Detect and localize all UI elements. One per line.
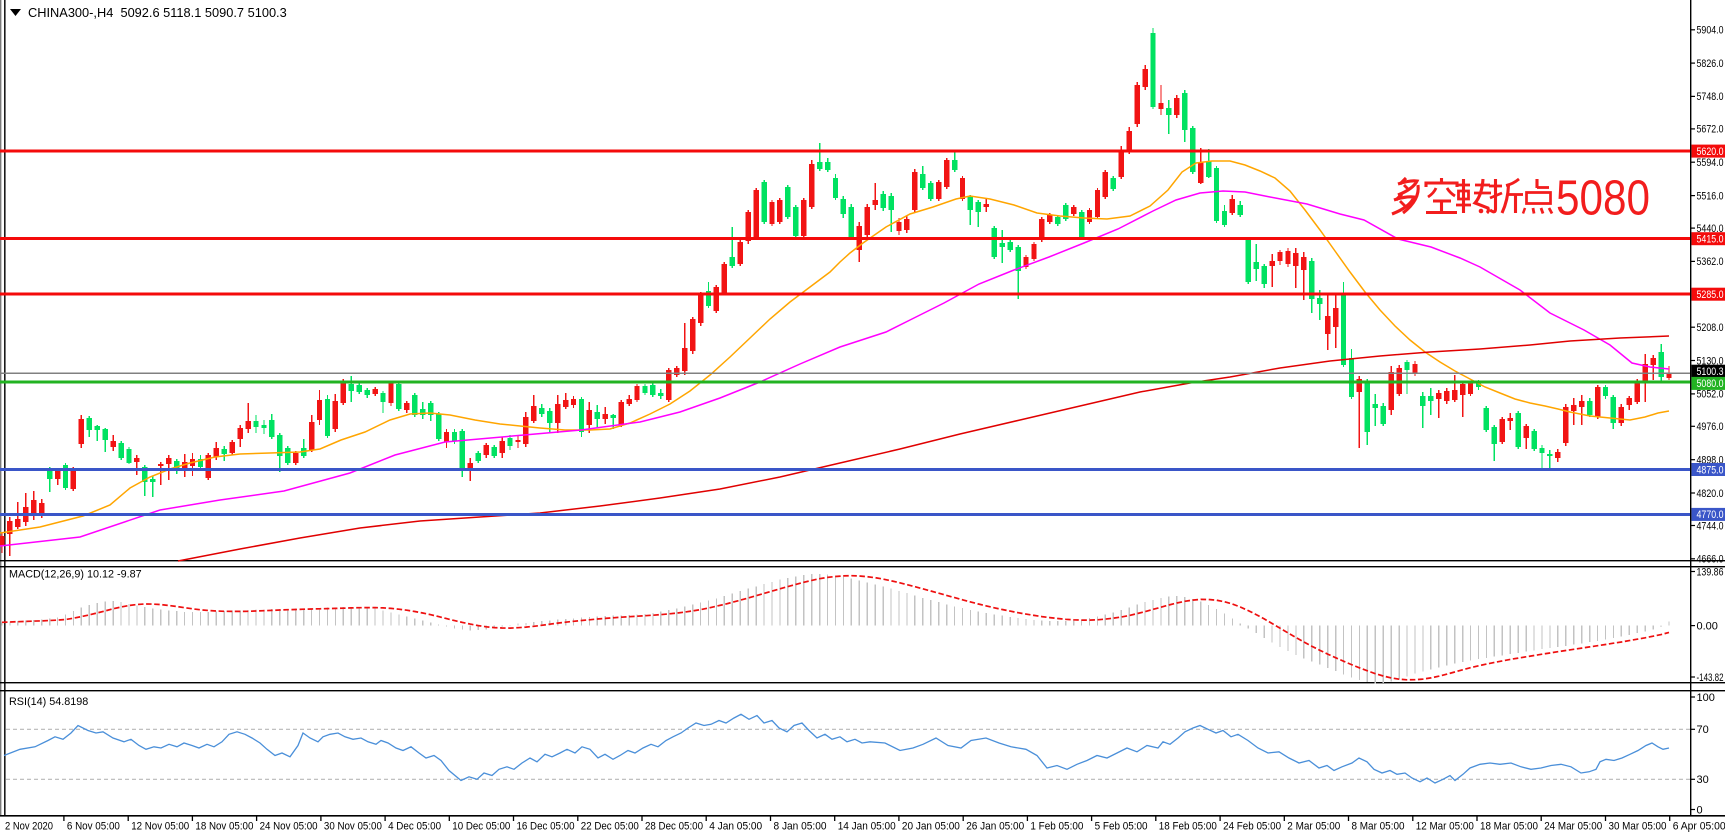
svg-text:16 Dec 05:00: 16 Dec 05:00 xyxy=(517,821,575,833)
svg-text:2 Mar 05:00: 2 Mar 05:00 xyxy=(1287,821,1340,833)
svg-text:4 Dec 05:00: 4 Dec 05:00 xyxy=(388,821,441,833)
svg-text:0.00: 0.00 xyxy=(1697,620,1718,632)
svg-text:139.86: 139.86 xyxy=(1697,566,1724,578)
svg-text:4875.0: 4875.0 xyxy=(1697,464,1724,476)
svg-text:20 Jan 05:00: 20 Jan 05:00 xyxy=(902,821,960,833)
svg-text:30 Nov 05:00: 30 Nov 05:00 xyxy=(324,821,382,833)
svg-text:24 Feb 05:00: 24 Feb 05:00 xyxy=(1223,821,1281,833)
svg-text:CHINA300-,H4 5092.6 5118.1 50: CHINA300-,H4 5092.6 5118.1 5090.7 5100.3 xyxy=(28,5,287,20)
svg-text:5594.0: 5594.0 xyxy=(1697,157,1724,169)
svg-text:5826.0: 5826.0 xyxy=(1697,58,1724,70)
svg-text:4820.0: 4820.0 xyxy=(1697,488,1724,500)
svg-text:1 Feb 05:00: 1 Feb 05:00 xyxy=(1030,821,1083,833)
svg-text:RSI(14) 54.8198: RSI(14) 54.8198 xyxy=(9,696,88,708)
svg-text:5904.0: 5904.0 xyxy=(1697,25,1724,37)
svg-text:5208.0: 5208.0 xyxy=(1697,322,1724,334)
svg-text:4744.0: 4744.0 xyxy=(1697,520,1724,532)
svg-text:4976.0: 4976.0 xyxy=(1697,421,1724,433)
svg-text:12 Nov 05:00: 12 Nov 05:00 xyxy=(131,821,189,833)
svg-text:5415.0: 5415.0 xyxy=(1697,234,1724,246)
svg-text:28 Dec 05:00: 28 Dec 05:00 xyxy=(645,821,703,833)
svg-text:10 Dec 05:00: 10 Dec 05:00 xyxy=(452,821,510,833)
svg-text:18 Nov 05:00: 18 Nov 05:00 xyxy=(195,821,253,833)
svg-text:5130.0: 5130.0 xyxy=(1697,355,1724,367)
svg-text:5285.0: 5285.0 xyxy=(1697,289,1724,301)
svg-text:6 Nov 05:00: 6 Nov 05:00 xyxy=(67,821,120,833)
svg-text:8 Mar 05:00: 8 Mar 05:00 xyxy=(1352,821,1405,833)
svg-text:-143.82: -143.82 xyxy=(1697,672,1724,684)
svg-text:6 Apr 05:00: 6 Apr 05:00 xyxy=(1673,821,1725,833)
svg-text:30 Mar 05:00: 30 Mar 05:00 xyxy=(1609,821,1667,833)
svg-text:8 Jan 05:00: 8 Jan 05:00 xyxy=(774,821,827,833)
svg-text:24 Nov 05:00: 24 Nov 05:00 xyxy=(260,821,318,833)
svg-text:14 Jan 05:00: 14 Jan 05:00 xyxy=(838,821,896,833)
svg-text:70: 70 xyxy=(1697,724,1709,736)
svg-text:5748.0: 5748.0 xyxy=(1697,91,1724,103)
svg-text:5672.0: 5672.0 xyxy=(1697,124,1724,136)
svg-text:100: 100 xyxy=(1697,692,1715,704)
svg-text:0: 0 xyxy=(1697,804,1703,816)
svg-text:MACD(12,26,9) 10.12 -9.87: MACD(12,26,9) 10.12 -9.87 xyxy=(9,569,142,581)
svg-text:2 Nov 2020: 2 Nov 2020 xyxy=(5,821,53,833)
svg-text:26 Jan 05:00: 26 Jan 05:00 xyxy=(966,821,1024,833)
svg-text:5362.0: 5362.0 xyxy=(1697,256,1724,268)
svg-text:5516.0: 5516.0 xyxy=(1697,190,1724,202)
svg-text:18 Feb 05:00: 18 Feb 05:00 xyxy=(1159,821,1217,833)
svg-text:30: 30 xyxy=(1697,774,1709,786)
svg-text:4666.0: 4666.0 xyxy=(1697,554,1724,566)
svg-text:5440.0: 5440.0 xyxy=(1697,223,1724,235)
svg-text:18 Mar 05:00: 18 Mar 05:00 xyxy=(1480,821,1538,833)
svg-text:5052.0: 5052.0 xyxy=(1697,389,1724,401)
svg-text:5620.0: 5620.0 xyxy=(1697,146,1724,158)
svg-text:5 Feb 05:00: 5 Feb 05:00 xyxy=(1095,821,1148,833)
svg-text:24 Mar 05:00: 24 Mar 05:00 xyxy=(1544,821,1602,833)
svg-text:4770.0: 4770.0 xyxy=(1697,509,1724,521)
svg-text:22 Dec 05:00: 22 Dec 05:00 xyxy=(581,821,639,833)
svg-text:5080.0: 5080.0 xyxy=(1697,378,1724,390)
svg-text:4 Jan 05:00: 4 Jan 05:00 xyxy=(709,821,762,833)
svg-text:12 Mar 05:00: 12 Mar 05:00 xyxy=(1416,821,1474,833)
svg-text:5100.3: 5100.3 xyxy=(1697,366,1724,378)
svg-text:5080: 5080 xyxy=(1556,172,1650,226)
